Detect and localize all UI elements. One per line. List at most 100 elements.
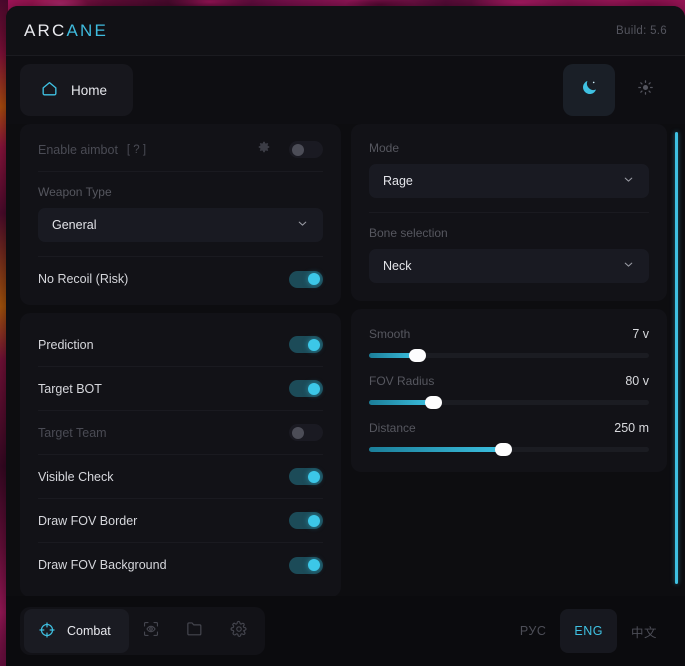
toggle-knob <box>308 559 320 571</box>
aimbot-card: Enable aimbot [ ? ] Weapon Type General <box>20 124 341 305</box>
tool-tab-group: Combat <box>20 607 265 655</box>
weapon-type-select[interactable]: General <box>38 208 323 242</box>
chevron-down-icon <box>622 173 635 189</box>
tab-configs[interactable] <box>173 609 217 653</box>
row-no-recoil[interactable]: No Recoil (Risk) <box>38 257 323 301</box>
draw-fov-border-toggle[interactable] <box>289 512 323 529</box>
visible-check-label: Visible Check <box>38 469 114 484</box>
mode-label: Mode <box>369 141 400 155</box>
bone-selection-select[interactable]: Neck <box>369 249 649 283</box>
row-target-team[interactable]: Target Team <box>38 411 323 455</box>
theme-dark-button[interactable] <box>563 64 615 116</box>
slider-distance-fill <box>369 447 504 452</box>
toggle-knob <box>308 338 320 351</box>
theme-light-button[interactable] <box>619 64 671 116</box>
row-draw-fov-border[interactable]: Draw FOV Border <box>38 499 323 543</box>
draw-fov-background-label: Draw FOV Background <box>38 558 167 572</box>
targeting-options-card: Prediction Target BOT Target Team Visibl… <box>20 313 341 596</box>
draw-fov-border-label: Draw FOV Border <box>38 513 138 528</box>
slider-distance-label: Distance <box>369 421 416 435</box>
row-draw-fov-background[interactable]: Draw FOV Background <box>38 543 323 587</box>
scrollbar-thumb[interactable] <box>675 132 678 584</box>
slider-smooth-fill <box>369 353 417 358</box>
row-enable-aimbot[interactable]: Enable aimbot [ ? ] <box>38 128 323 172</box>
divider <box>369 212 649 213</box>
settings-gear-icon <box>230 620 248 643</box>
title-bar: ARCANE Build: 5.6 <box>6 6 685 56</box>
bone-selection-value: Neck <box>383 259 412 273</box>
target-bot-label: Target BOT <box>38 381 102 396</box>
slider-smooth-track[interactable] <box>369 349 649 362</box>
toggle-knob <box>308 514 320 527</box>
chevron-down-icon <box>622 258 635 274</box>
divider <box>38 256 323 257</box>
build-version-label: Build: 5.6 <box>616 24 667 37</box>
right-settings-column: Mode Rage Bone selection Neck <box>351 124 667 596</box>
mode-field: Mode Rage <box>369 128 649 213</box>
slider-fov-radius-thumb[interactable] <box>425 396 443 409</box>
logo-text-accent: ANE <box>66 20 109 40</box>
slider-distance-track[interactable] <box>369 443 649 456</box>
esp-icon <box>142 620 160 643</box>
folder-icon <box>185 619 204 643</box>
bone-selection-label: Bone selection <box>369 226 448 240</box>
toggle-knob <box>308 273 320 285</box>
gear-icon[interactable] <box>257 140 271 159</box>
toggle-knob <box>308 470 320 483</box>
visible-check-toggle[interactable] <box>289 468 323 485</box>
lang-zh-button[interactable]: 中文 <box>630 625 657 640</box>
toggle-knob <box>308 382 320 395</box>
slider-fov-radius-head: FOV Radius 80 v <box>369 374 649 388</box>
draw-fov-background-toggle[interactable] <box>289 556 323 574</box>
row-target-bot[interactable]: Target BOT <box>38 367 323 411</box>
prediction-toggle[interactable] <box>289 336 323 353</box>
mode-card: Mode Rage Bone selection Neck <box>351 124 667 301</box>
slider-distance-thumb[interactable] <box>495 443 513 456</box>
slider-smooth-thumb[interactable] <box>408 349 426 362</box>
mode-select[interactable]: Rage <box>369 164 649 198</box>
row-prediction[interactable]: Prediction <box>38 323 323 367</box>
target-team-toggle[interactable] <box>289 424 323 441</box>
tab-esp[interactable] <box>129 609 173 653</box>
bone-selection-field: Bone selection Neck <box>369 213 649 283</box>
target-bot-toggle[interactable] <box>289 380 323 397</box>
tab-settings[interactable] <box>217 609 261 653</box>
slider-smooth-head: Smooth 7 v <box>369 327 649 341</box>
no-recoil-toggle[interactable] <box>289 270 323 288</box>
wallpaper-left-strip <box>0 0 8 666</box>
slider-smooth-value: 7 v <box>632 327 649 341</box>
sliders-card: Smooth 7 v FOV Radius 80 v <box>351 309 667 472</box>
slider-fov-radius-fill <box>369 400 434 405</box>
lang-ru-button[interactable]: РУС <box>519 624 547 638</box>
tab-home[interactable]: Home <box>20 64 134 116</box>
enable-aimbot-label: Enable aimbot <box>38 142 118 157</box>
lang-en-button[interactable]: ENG <box>560 609 617 653</box>
arcane-app-window: ARCANE Build: 5.6 Home <box>6 6 685 666</box>
no-recoil-label: No Recoil (Risk) <box>38 272 129 286</box>
slider-smooth: Smooth 7 v <box>369 315 649 362</box>
tab-combat-label: Combat <box>67 624 111 638</box>
content-scrollbar[interactable] <box>675 132 678 584</box>
slider-smooth-label: Smooth <box>369 327 411 341</box>
slider-distance: Distance 250 m <box>369 409 649 456</box>
app-logo: ARCANE <box>24 21 108 41</box>
row-visible-check[interactable]: Visible Check <box>38 455 323 499</box>
slider-fov-radius-value: 80 v <box>625 374 649 388</box>
weapon-type-field: Weapon Type General <box>38 172 323 257</box>
slider-distance-head: Distance 250 m <box>369 421 649 435</box>
moon-icon <box>580 78 599 102</box>
target-team-label: Target Team <box>38 425 107 440</box>
tab-home-label: Home <box>71 82 108 98</box>
slider-fov-radius: FOV Radius 80 v <box>369 362 649 409</box>
tab-combat[interactable]: Combat <box>24 609 129 653</box>
settings-content-area: Enable aimbot [ ? ] Weapon Type General <box>6 124 685 596</box>
slider-distance-value: 250 m <box>614 421 649 435</box>
enable-aimbot-help-hint[interactable]: [ ? ] <box>126 143 147 156</box>
slider-fov-radius-label: FOV Radius <box>369 374 435 388</box>
theme-toggle-group <box>563 64 671 116</box>
enable-aimbot-toggle[interactable] <box>289 141 323 158</box>
weapon-type-label: Weapon Type <box>38 185 112 199</box>
slider-fov-radius-track[interactable] <box>369 396 649 409</box>
home-icon <box>40 79 59 101</box>
bottom-toolbar: Combat <box>6 596 685 666</box>
